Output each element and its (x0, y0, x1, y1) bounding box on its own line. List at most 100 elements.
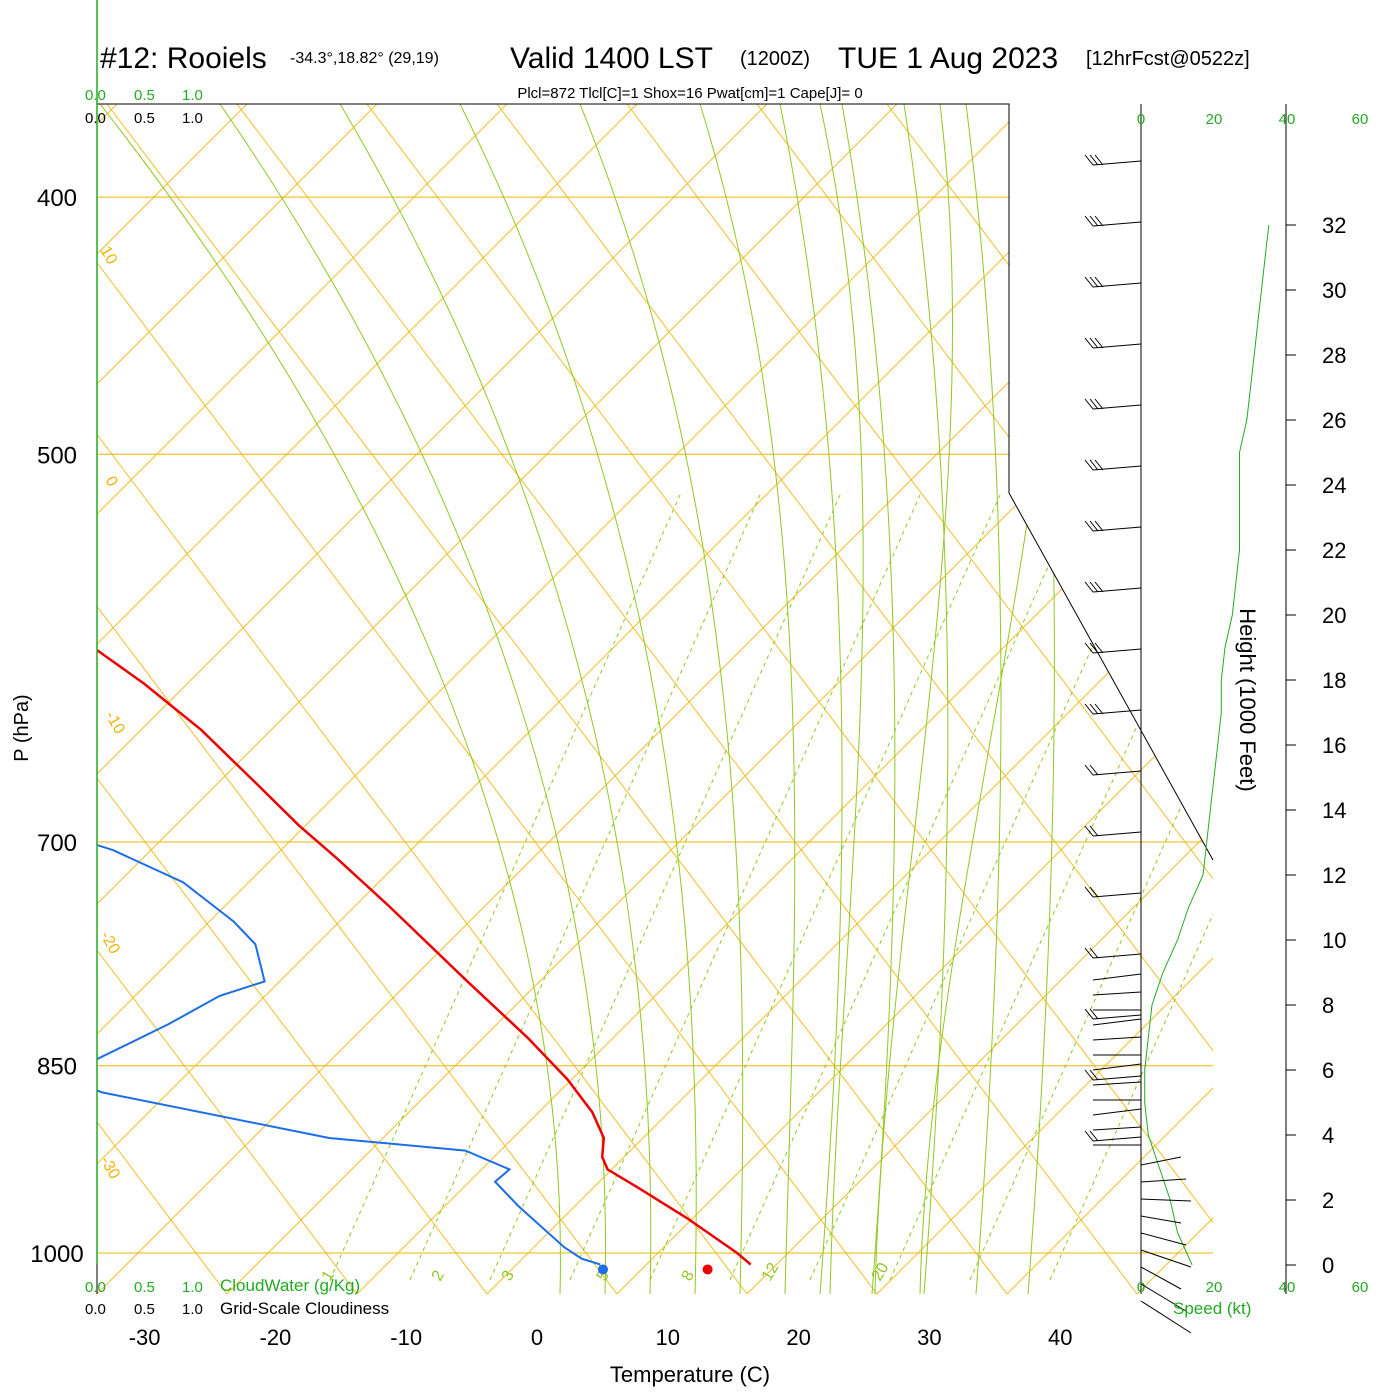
mixing-ratio-line (409, 494, 761, 1281)
wind-barb-flag (1084, 215, 1094, 227)
moist-adiabat-line (579, 104, 744, 1294)
height-tick-label: 26 (1322, 408, 1346, 433)
height-tick-label: 8 (1322, 993, 1334, 1018)
wind-barb (1092, 648, 1142, 654)
forecast-run: [12hrFcst@0522z] (1086, 48, 1250, 70)
height-tick-label: 28 (1322, 343, 1346, 368)
temperature-tick-label: 10 (656, 1325, 680, 1350)
wind-barb (1092, 1014, 1142, 1020)
speed-tick-bottom: 60 (1352, 1279, 1369, 1296)
cloud-water-tick-bottom: 0.0 (85, 1279, 106, 1296)
dry-adiabat-label: 0 (102, 474, 121, 490)
speed-tick-bottom: 40 (1279, 1279, 1296, 1296)
wind-barb (1092, 404, 1142, 410)
dewpoint-profile (97, 104, 601, 1266)
dry-adiabat-label: -20 (97, 929, 123, 958)
dry-adiabat-label: 10 (97, 244, 121, 268)
wind-barb (1140, 1198, 1192, 1202)
wind-barb (1092, 526, 1142, 532)
wind-barb-flag (1089, 886, 1099, 898)
moist-adiabat-line (903, 104, 949, 1294)
speed-tick-bottom: 0 (1137, 1279, 1145, 1296)
zulu-time: (1200Z) (740, 48, 810, 70)
mixing-ratio-label: 3 (499, 1268, 518, 1284)
wind-barb (1092, 1018, 1142, 1026)
wind-barb-flag (1089, 703, 1099, 715)
mixing-ratio-label: 2 (429, 1268, 448, 1284)
height-tick-label: 22 (1322, 538, 1346, 563)
isotherm-line (876, 104, 1213, 1294)
speed-tick-top: 0 (1137, 111, 1145, 128)
wind-barb (1140, 1283, 1187, 1312)
cloud-water-label: CloudWater (g/Kg) (220, 1276, 360, 1295)
wind-barb (1092, 973, 1142, 981)
mixing-ratio-line (569, 494, 921, 1281)
isotherm-line (97, 104, 1213, 1294)
temperature-tick-label: 20 (786, 1325, 810, 1350)
moist-adiabat-line (99, 104, 561, 1294)
wind-barb-flag (1089, 642, 1099, 654)
moist-adiabat-line (1027, 104, 1055, 1294)
mixing-ratio-label: 12 (759, 1260, 783, 1284)
temperature-tick-label: -30 (129, 1325, 161, 1350)
wind-barb-flag (1084, 520, 1094, 532)
height-tick-label: 4 (1322, 1123, 1334, 1148)
wind-barb-flag (1084, 886, 1094, 898)
pressure-tick-label: 400 (37, 185, 77, 212)
wind-barb-flag (1084, 459, 1094, 471)
wind-barb-flag (1094, 459, 1104, 471)
wind-barb (1092, 709, 1142, 715)
mixing-ratio-line (969, 494, 1213, 1281)
moist-adiabat-line (965, 104, 1002, 1294)
cloudiness-tick-bottom: 0.0 (85, 1301, 106, 1318)
cloud-water-tick-top: 0.5 (134, 87, 155, 104)
height-tick-label: 2 (1322, 1188, 1334, 1213)
cloud-water-tick-bottom: 0.5 (134, 1279, 155, 1296)
height-tick-label: 14 (1322, 798, 1346, 823)
mixing-ratio-line (1049, 494, 1213, 1281)
cloudiness-tick-top: 1.0 (182, 110, 203, 127)
height-tick-label: 12 (1322, 863, 1346, 888)
wind-barb (1140, 1156, 1182, 1166)
dry-adiabat-line (626, 104, 1213, 1294)
moist-adiabat-line (219, 104, 607, 1294)
wind-barb-flag (1089, 825, 1099, 837)
dry-adiabat-label: 10 (1037, 509, 1072, 544)
wind-speed-line (1144, 224, 1270, 1266)
wind-barb-flag (1084, 337, 1094, 349)
wind-barb (1092, 343, 1142, 349)
speed-tick-top: 40 (1279, 111, 1296, 128)
dry-adiabat-line (97, 104, 878, 1294)
dry-adiabat-label: -10 (102, 709, 128, 738)
forecast-date: TUE 1 Aug 2023 (838, 42, 1058, 75)
wind-barb-flag (1084, 581, 1094, 593)
surface-temperature-marker (702, 1264, 713, 1275)
height-axis-label: Height (1000 Feet) (1235, 608, 1260, 791)
isotherm-line (97, 104, 248, 1294)
speed-tick-top: 20 (1206, 111, 1223, 128)
mixing-ratio-line (729, 494, 1081, 1281)
isotherm-line (1136, 104, 1213, 1294)
temperature-tick-label: -20 (260, 1325, 292, 1350)
wind-barb-flag (1084, 276, 1094, 288)
wind-barb-flag (1094, 276, 1104, 288)
wind-barb-flag (1084, 1008, 1094, 1020)
wind-barb-flag (1094, 703, 1104, 715)
dry-adiabat-label: -30 (97, 1154, 123, 1183)
wind-barb (1092, 953, 1142, 959)
speed-tick-top: 60 (1352, 111, 1369, 128)
moist-adiabat-line (819, 104, 864, 1294)
isotherm-line (97, 104, 638, 1294)
station-coords: -34.3°,18.82° (29,19) (290, 50, 439, 67)
wind-barb-flag (1089, 764, 1099, 776)
wind-barb (1140, 1232, 1187, 1246)
wind-barb (1092, 892, 1142, 898)
dry-adiabat-line (97, 104, 228, 1294)
profile-lines (97, 104, 752, 1275)
wind-barb-flag (1094, 337, 1104, 349)
height-tick-label: 18 (1322, 668, 1346, 693)
height-tick-label: 30 (1322, 278, 1346, 303)
isotherm-line (1006, 104, 1213, 1294)
temperature-tick-label: 40 (1048, 1325, 1072, 1350)
height-tick-label: 16 (1322, 733, 1346, 758)
